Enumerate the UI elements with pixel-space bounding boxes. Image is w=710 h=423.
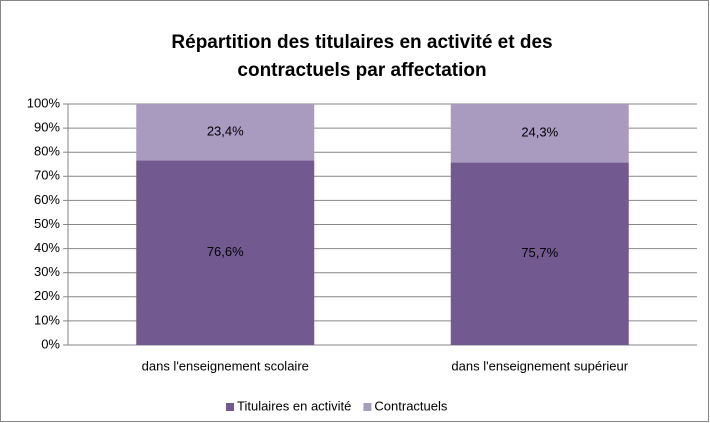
legend-swatch (226, 403, 234, 411)
y-tick-label: 70% (34, 168, 60, 183)
legend-label: Titulaires en activité (237, 398, 351, 413)
y-tick-label: 90% (34, 120, 60, 135)
chart-title: contractuels par affectation (237, 60, 486, 81)
data-label: 24,3% (521, 125, 558, 140)
y-tick-label: 40% (34, 240, 60, 255)
bar-segment (136, 160, 315, 345)
legend-swatch (363, 403, 372, 411)
y-tick-label: 60% (34, 192, 60, 207)
data-label: 23,4% (207, 124, 244, 139)
y-tick-label: 10% (34, 312, 60, 327)
data-label: 76,6% (207, 244, 244, 259)
x-tick-label: dans l'enseignement supérieur (451, 358, 628, 373)
y-tick-label: 30% (34, 264, 60, 279)
y-tick-label: 100% (27, 95, 61, 110)
x-tick-label: dans l'enseignement scolaire (142, 358, 309, 373)
bar-segment (450, 104, 629, 163)
bar-segment (450, 162, 629, 345)
chart-title: Répartition des titulaires en activité e… (171, 32, 552, 53)
legend-label: Contractuels (374, 398, 447, 413)
y-tick-label: 20% (34, 288, 60, 303)
bar-segment (136, 104, 315, 161)
y-tick-label: 0% (41, 336, 60, 351)
data-label: 75,7% (521, 245, 558, 260)
y-tick-label: 80% (34, 144, 60, 159)
y-tick-label: 50% (34, 216, 60, 231)
